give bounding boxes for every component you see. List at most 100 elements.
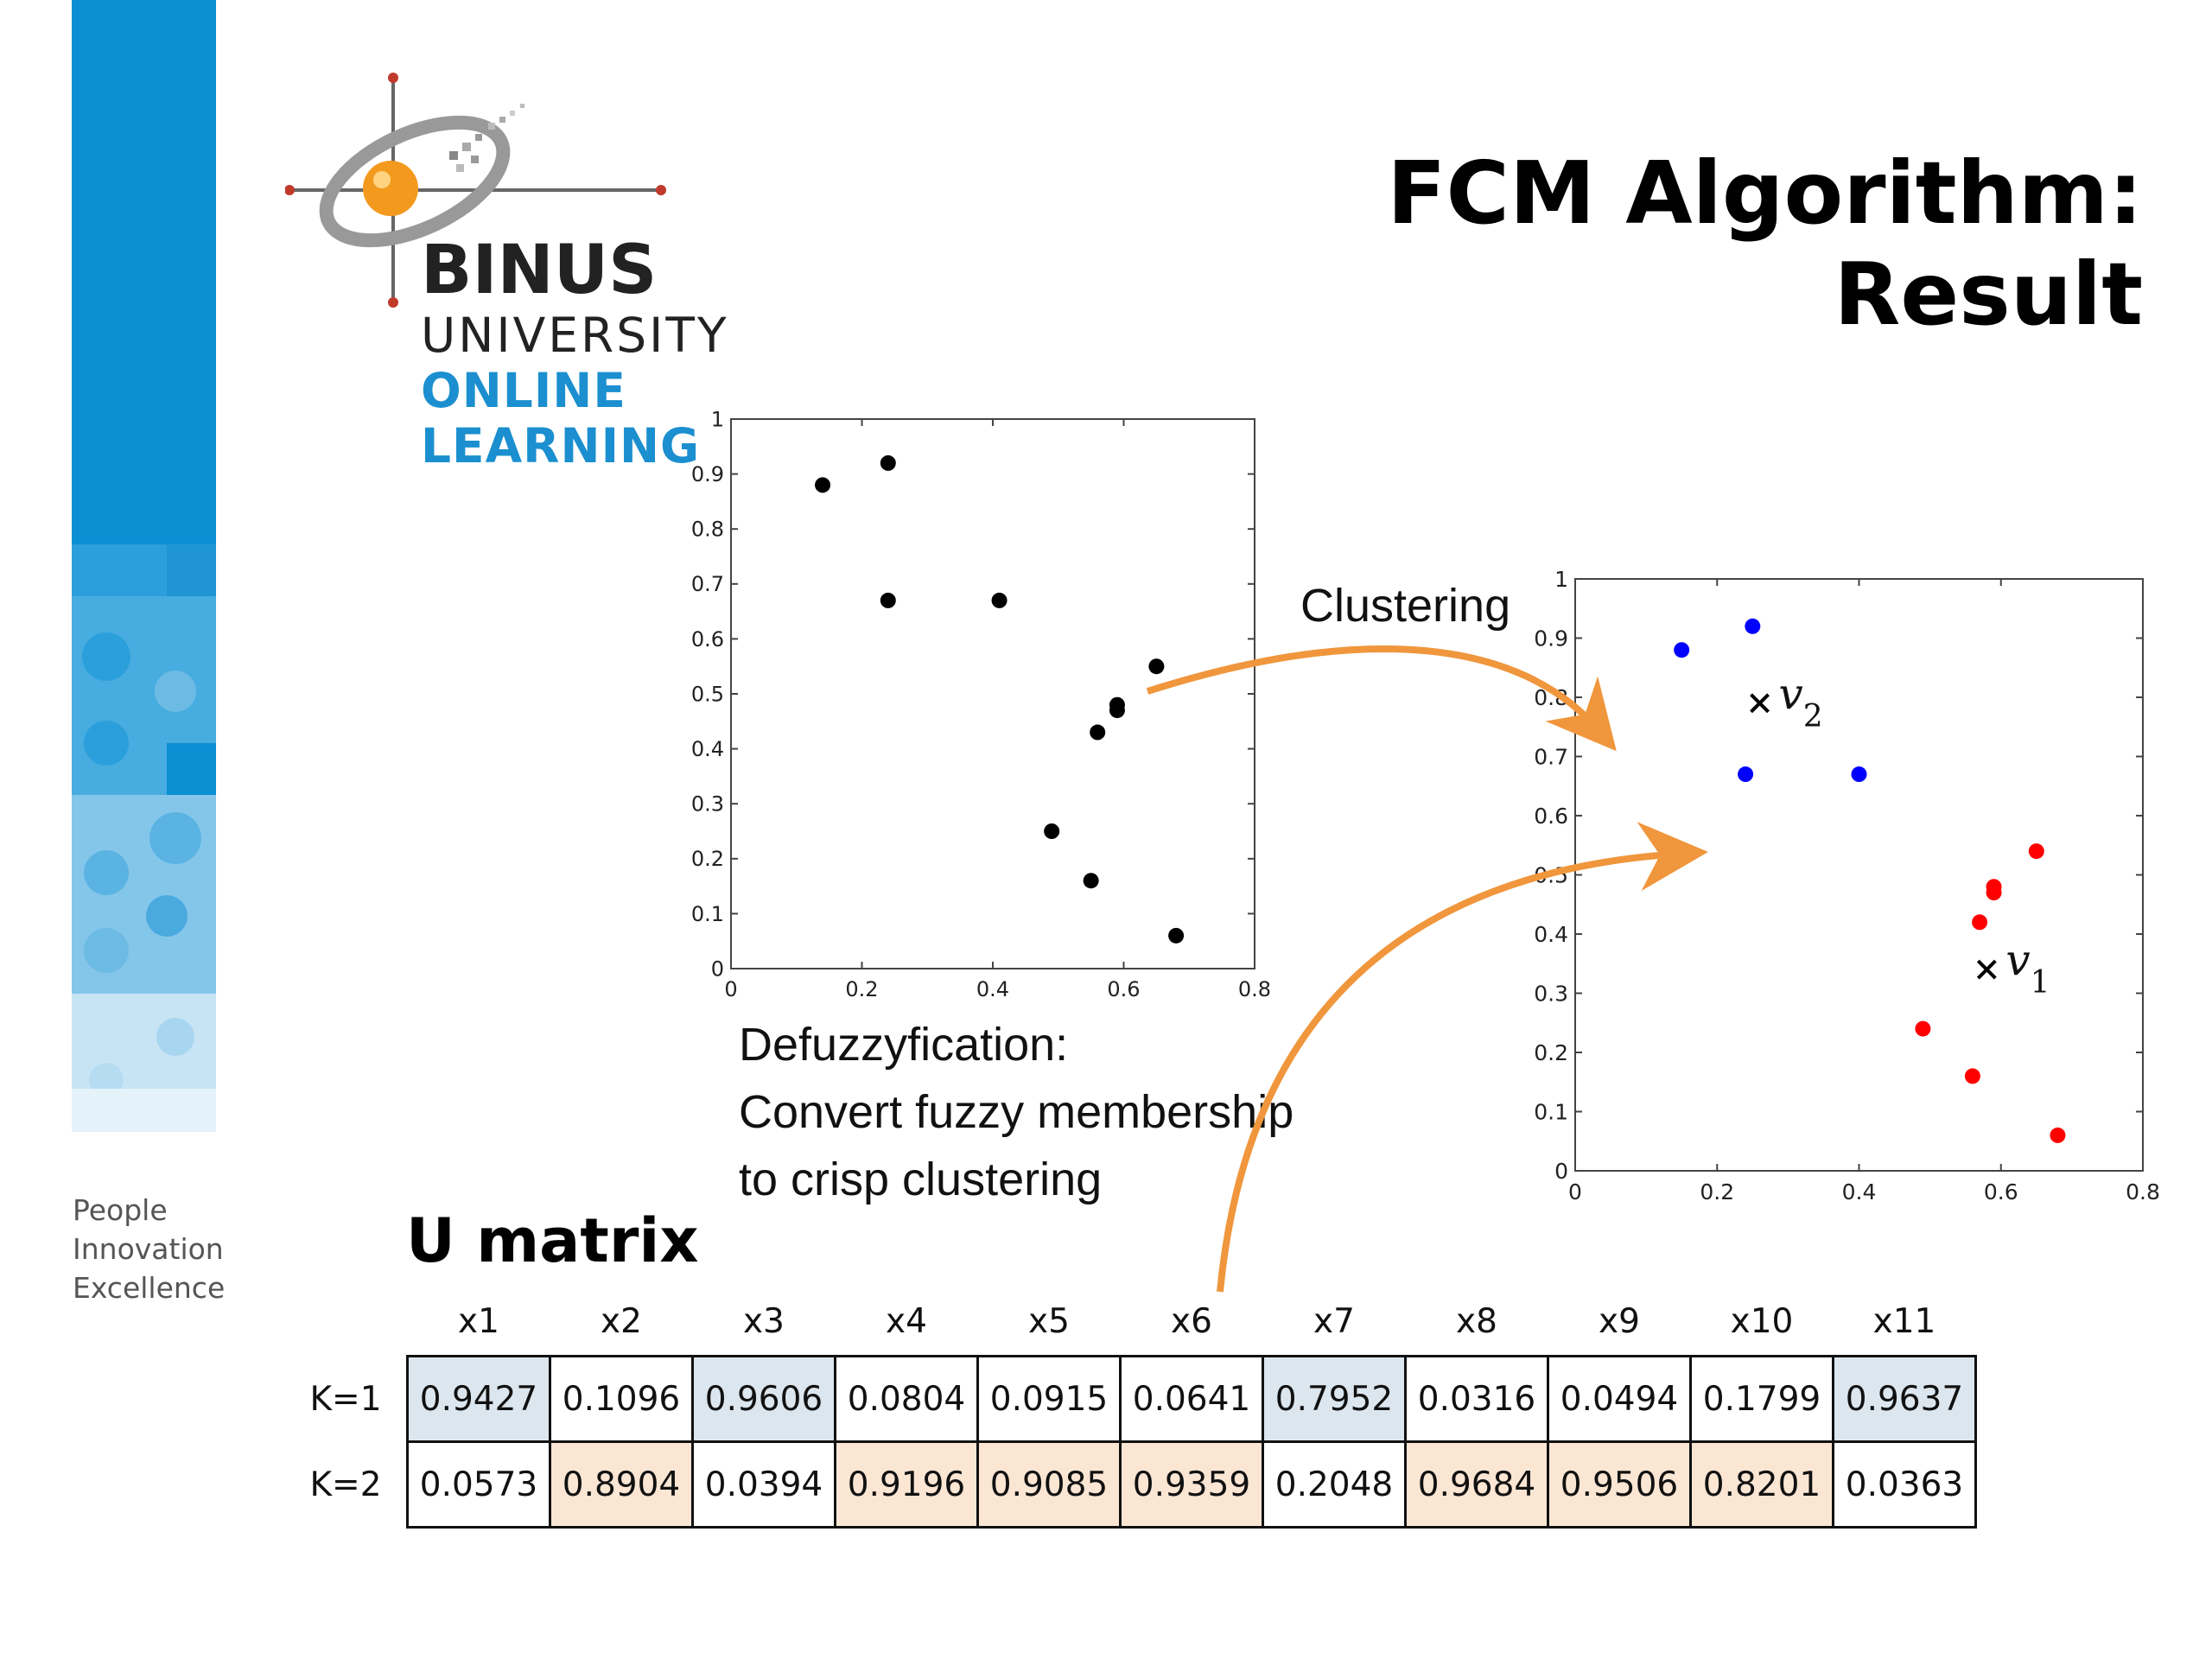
table-cell: 0.0804 — [834, 1355, 979, 1443]
table-cell: 0.0573 — [406, 1440, 551, 1529]
tagline-line: People — [73, 1193, 168, 1227]
table-cell: 0.0363 — [1832, 1440, 1977, 1529]
table-row: K=1 0.9427 0.1096 0.9606 0.0804 0.0915 0… — [285, 1355, 1977, 1443]
logo-text-university: UNIVERSITY — [421, 308, 729, 363]
y-tick-label: 0.8 — [1534, 685, 1568, 710]
y-tick-label: 0.9 — [1534, 626, 1568, 651]
table-cell: 0.1799 — [1689, 1355, 1834, 1443]
y-tick-label: 0.4 — [1534, 922, 1568, 947]
defuzzification-text: Defuzzyfication: Convert fuzzy membershi… — [739, 1011, 1294, 1213]
data-point — [1964, 1068, 1980, 1084]
umatrix-header-row: x1 x2 x3 x4 x5 x6 x7 x8 x9 x10 x11 — [285, 1287, 1976, 1357]
data-point — [1674, 642, 1690, 658]
y-tick-label: 0.4 — [691, 737, 724, 761]
column-header: x8 — [1456, 1301, 1497, 1341]
table-cell: 0.0494 — [1547, 1355, 1692, 1443]
data-point — [991, 592, 1007, 608]
y-tick-label: 0.1 — [1534, 1099, 1568, 1124]
y-tick-label: 1 — [1554, 567, 1568, 592]
column-header: x7 — [1313, 1301, 1355, 1341]
table-cell: 0.9196 — [834, 1440, 979, 1529]
table-cell: 0.0394 — [691, 1440, 836, 1529]
logo-text-binus: BINUS — [421, 232, 658, 309]
data-point — [2028, 843, 2044, 860]
y-tick-label: 0.2 — [1534, 1040, 1568, 1065]
column-header: x5 — [1028, 1301, 1070, 1341]
y-tick-label: 0.7 — [1534, 744, 1568, 769]
umatrix-corner — [285, 1287, 408, 1357]
data-point — [1168, 927, 1185, 944]
column-header: x9 — [1599, 1301, 1640, 1341]
table-cell: 0.9359 — [1119, 1440, 1264, 1529]
page-title: FCM Algorithm: Result — [1387, 143, 2143, 345]
table-cell: 0.0316 — [1404, 1355, 1549, 1443]
data-point — [815, 477, 831, 493]
cluster-center-label: v1 — [2005, 935, 2050, 1001]
y-tick-label: 0.6 — [691, 627, 724, 652]
table-cell: 0.9637 — [1832, 1355, 1977, 1443]
table-cell: 0.9606 — [691, 1355, 836, 1443]
tagline: People Innovation Excellence — [73, 1191, 225, 1307]
table-cell: 0.9085 — [976, 1440, 1122, 1529]
x-tick-label: 0.6 — [1984, 1179, 2018, 1205]
data-point — [1044, 823, 1060, 839]
table-cell: 0.0641 — [1119, 1355, 1264, 1443]
data-point — [2050, 1127, 2066, 1143]
x-tick-label: 0.4 — [1842, 1179, 1877, 1205]
column-header: x3 — [743, 1301, 785, 1341]
column-header: x10 — [1730, 1301, 1794, 1341]
data-point — [880, 592, 896, 608]
column-header: x11 — [1872, 1301, 1936, 1341]
plot-frame — [730, 418, 1255, 969]
y-tick-label: 0.5 — [691, 682, 724, 706]
clustering-label: Clustering — [1300, 580, 1511, 632]
data-point — [1090, 724, 1106, 741]
tagline-line: Innovation — [73, 1232, 224, 1266]
table-cell: 0.1096 — [549, 1355, 694, 1443]
x-tick-label: 0.2 — [845, 977, 878, 1001]
cluster-center-label: v2 — [1779, 669, 1823, 734]
x-tick-label: 0 — [1568, 1179, 1582, 1205]
table-cell: 0.0915 — [976, 1355, 1122, 1443]
table-cell: 0.8201 — [1689, 1440, 1834, 1529]
scatter-plot-before: 0 0.2 0.4 0.6 0.8 0 0.1 0.2 0.3 0.4 0.5 0.6 0.7 0.8 0.… — [691, 407, 1271, 1001]
data-point — [1738, 766, 1754, 783]
binus-logo-icon — [285, 73, 666, 308]
table-cell: 0.9427 — [406, 1355, 551, 1443]
data-point — [880, 454, 896, 471]
y-tick-label: 0.5 — [1534, 862, 1568, 887]
x-tick-label: 0.8 — [2126, 1179, 2160, 1205]
x-tick-label: 0.4 — [976, 977, 1009, 1001]
scatter-plot-after: 0 0.2 0.4 0.6 0.8 0 0.1 0.2 0.3 0.4 0.5 0.6 0.7 0.8 0.… — [1534, 567, 2160, 1205]
decorative-sidebar — [72, 0, 216, 1132]
data-point — [1083, 873, 1099, 889]
logo-text-learning: LEARNING — [421, 418, 701, 474]
row-label: K=1 — [309, 1379, 382, 1419]
column-header: x1 — [458, 1301, 499, 1341]
data-point — [1986, 885, 2002, 901]
y-tick-label: 0.7 — [691, 572, 724, 596]
table-cell: 0.7952 — [1262, 1355, 1407, 1443]
data-point — [1148, 658, 1165, 675]
y-tick-label: 1 — [711, 407, 724, 431]
x-tick-label: 0.6 — [1107, 977, 1140, 1001]
row-label: K=2 — [309, 1465, 382, 1504]
y-tick-label: 0.8 — [691, 518, 724, 542]
y-tick-label: 0.6 — [1534, 804, 1568, 829]
defuzz-line: to crisp clustering — [739, 1154, 1103, 1205]
x-tick-label: 0.8 — [1238, 977, 1271, 1001]
umatrix-title: U matrix — [406, 1205, 699, 1276]
data-point — [1851, 766, 1867, 783]
x-tick-label: 0.2 — [1700, 1179, 1734, 1205]
column-header: x4 — [886, 1301, 927, 1341]
umatrix-table-wrapper: x1 x2 x3 x4 x5 x6 x7 x8 x9 x10 x11 K=1 0… — [285, 1287, 1977, 1529]
logo-text-online: ONLINE — [421, 363, 626, 418]
table-cell: 0.2048 — [1262, 1440, 1407, 1529]
data-point — [1972, 914, 1988, 931]
data-point — [1745, 618, 1761, 634]
data-point — [1915, 1020, 1931, 1037]
cluster-center-marker — [1750, 693, 1770, 714]
y-tick-label: 0.3 — [691, 792, 724, 817]
data-point — [1109, 702, 1125, 719]
y-tick-label: 0.3 — [1534, 981, 1568, 1006]
